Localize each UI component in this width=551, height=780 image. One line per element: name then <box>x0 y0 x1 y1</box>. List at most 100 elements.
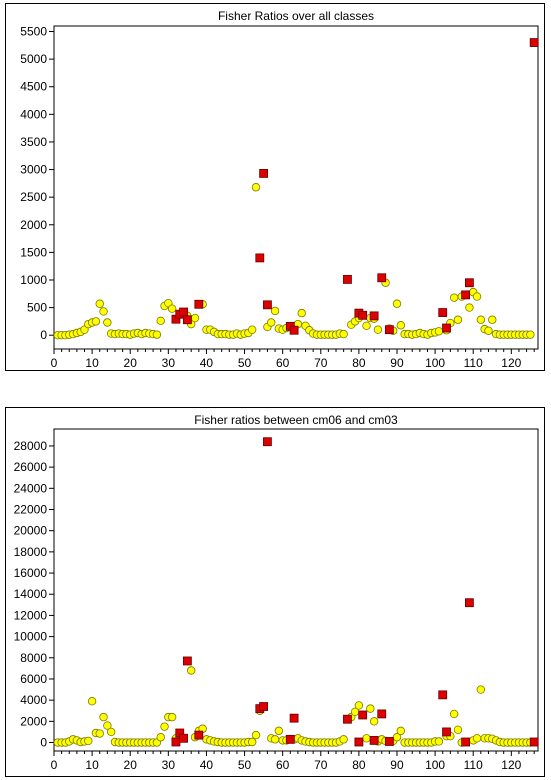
y-tick-label: 2000 <box>20 218 47 232</box>
data-point-circle <box>87 697 97 706</box>
y-tick-label: 1000 <box>20 273 47 287</box>
chart-1-svg: Fisher Ratios over all classes0500100015… <box>20 9 539 370</box>
y-tick-label: 2500 <box>20 190 47 204</box>
y-tick-label: 5500 <box>20 25 47 39</box>
x-tick-label: 90 <box>390 356 404 370</box>
chart-title: Fisher Ratios over all classes <box>218 9 374 23</box>
data-point-square <box>182 656 192 666</box>
data-point-square <box>259 169 269 178</box>
data-point-circle <box>396 726 406 736</box>
data-point-square <box>259 702 269 711</box>
data-point-square <box>194 299 204 309</box>
data-point-circle <box>476 685 486 694</box>
y-tick-label: 500 <box>27 301 47 315</box>
data-point-square <box>461 290 470 300</box>
x-tick-label: 10 <box>85 356 99 370</box>
data-point-circle <box>247 325 257 334</box>
data-point-circle <box>392 299 402 308</box>
x-tick-label: 0 <box>51 758 58 772</box>
x-tick-label: 120 <box>501 758 521 772</box>
data-point-circle <box>434 737 444 746</box>
data-point-circle <box>449 293 459 302</box>
y-tick-label: 2000 <box>20 714 47 728</box>
y-tick-label: 3500 <box>20 135 47 149</box>
data-point-circle <box>103 721 112 730</box>
data-point-square <box>179 307 188 317</box>
data-point-circle <box>190 313 200 323</box>
data-point-circle <box>91 317 101 326</box>
data-point-circle <box>449 709 459 719</box>
y-tick-label: 18000 <box>14 545 48 559</box>
data-point-square <box>171 737 181 747</box>
data-point-square <box>529 38 539 47</box>
data-point-square <box>285 734 295 744</box>
x-tick-label: 100 <box>425 356 445 370</box>
y-tick-label: 4000 <box>20 107 47 121</box>
data-point-square <box>384 325 394 335</box>
x-tick-label: 60 <box>276 356 290 370</box>
data-point-circle <box>472 734 482 743</box>
data-point-square <box>442 727 451 737</box>
data-point-circle <box>373 325 383 334</box>
y-tick-label: 4000 <box>20 693 47 707</box>
x-tick-label: 110 <box>464 356 483 370</box>
data-point-circle <box>366 704 375 713</box>
data-point-square <box>377 709 387 719</box>
data-point-square <box>358 310 368 320</box>
data-point-square <box>263 300 272 310</box>
x-tick-label: 80 <box>352 758 366 772</box>
data-point-circle <box>99 712 108 722</box>
data-point-circle <box>274 726 284 736</box>
chart-panel-2: Fisher ratios between cm06 and cm03 0 2000… <box>5 407 545 777</box>
x-tick-label: 80 <box>352 356 366 370</box>
y-tick-label: 1500 <box>20 245 47 259</box>
x-tick-label: 40 <box>200 356 214 370</box>
y-tick-label: 0 <box>40 736 47 750</box>
x-tick-label: 100 <box>425 758 445 772</box>
data-point-circle <box>251 183 261 192</box>
data-point-circle <box>476 315 486 324</box>
data-point-circle <box>472 292 482 301</box>
y-tick-label: 0 <box>40 328 47 342</box>
data-point-square <box>289 325 299 335</box>
data-point-circle <box>156 733 165 742</box>
series-squares <box>171 38 539 335</box>
data-point-circle <box>488 315 497 324</box>
x-tick-label: 30 <box>162 356 176 370</box>
plot-area <box>53 25 539 350</box>
x-tick-label: 30 <box>162 758 176 772</box>
data-point-circle <box>106 727 116 737</box>
data-point-square <box>377 273 387 283</box>
data-point-square <box>465 278 474 288</box>
data-point-square <box>442 323 451 333</box>
y-tick-label: 22000 <box>14 503 48 517</box>
y-tick-label: 6000 <box>20 672 47 686</box>
data-point-square <box>465 598 474 608</box>
data-point-circle <box>99 307 108 316</box>
x-tick-label: 70 <box>314 356 328 370</box>
data-point-circle <box>152 330 162 339</box>
chart-title: Fisher ratios between cm06 and cm03 <box>194 413 398 427</box>
data-point-square <box>369 311 379 321</box>
y-tick-label: 8000 <box>20 651 47 665</box>
y-tick-label: 12000 <box>14 608 48 622</box>
data-point-circle <box>339 735 348 744</box>
y-tick-label: 4500 <box>20 80 47 94</box>
data-point-circle <box>247 737 257 747</box>
data-point-circle <box>186 666 196 675</box>
x-tick-label: 0 <box>51 356 58 370</box>
y-tick-label: 20000 <box>14 524 48 538</box>
data-point-square <box>438 690 448 700</box>
data-point-square <box>438 308 448 317</box>
data-point-square <box>369 736 379 745</box>
x-tick-label: 10 <box>85 758 99 772</box>
data-point-circle <box>95 729 104 738</box>
data-point-circle <box>526 330 535 339</box>
data-point-circle <box>156 316 165 326</box>
data-point-circle <box>369 717 379 726</box>
data-point-circle <box>103 318 112 327</box>
series-squares <box>171 437 539 747</box>
x-tick-label: 90 <box>390 758 404 772</box>
x-tick-label: 120 <box>501 356 521 370</box>
data-point-circle <box>251 730 261 740</box>
